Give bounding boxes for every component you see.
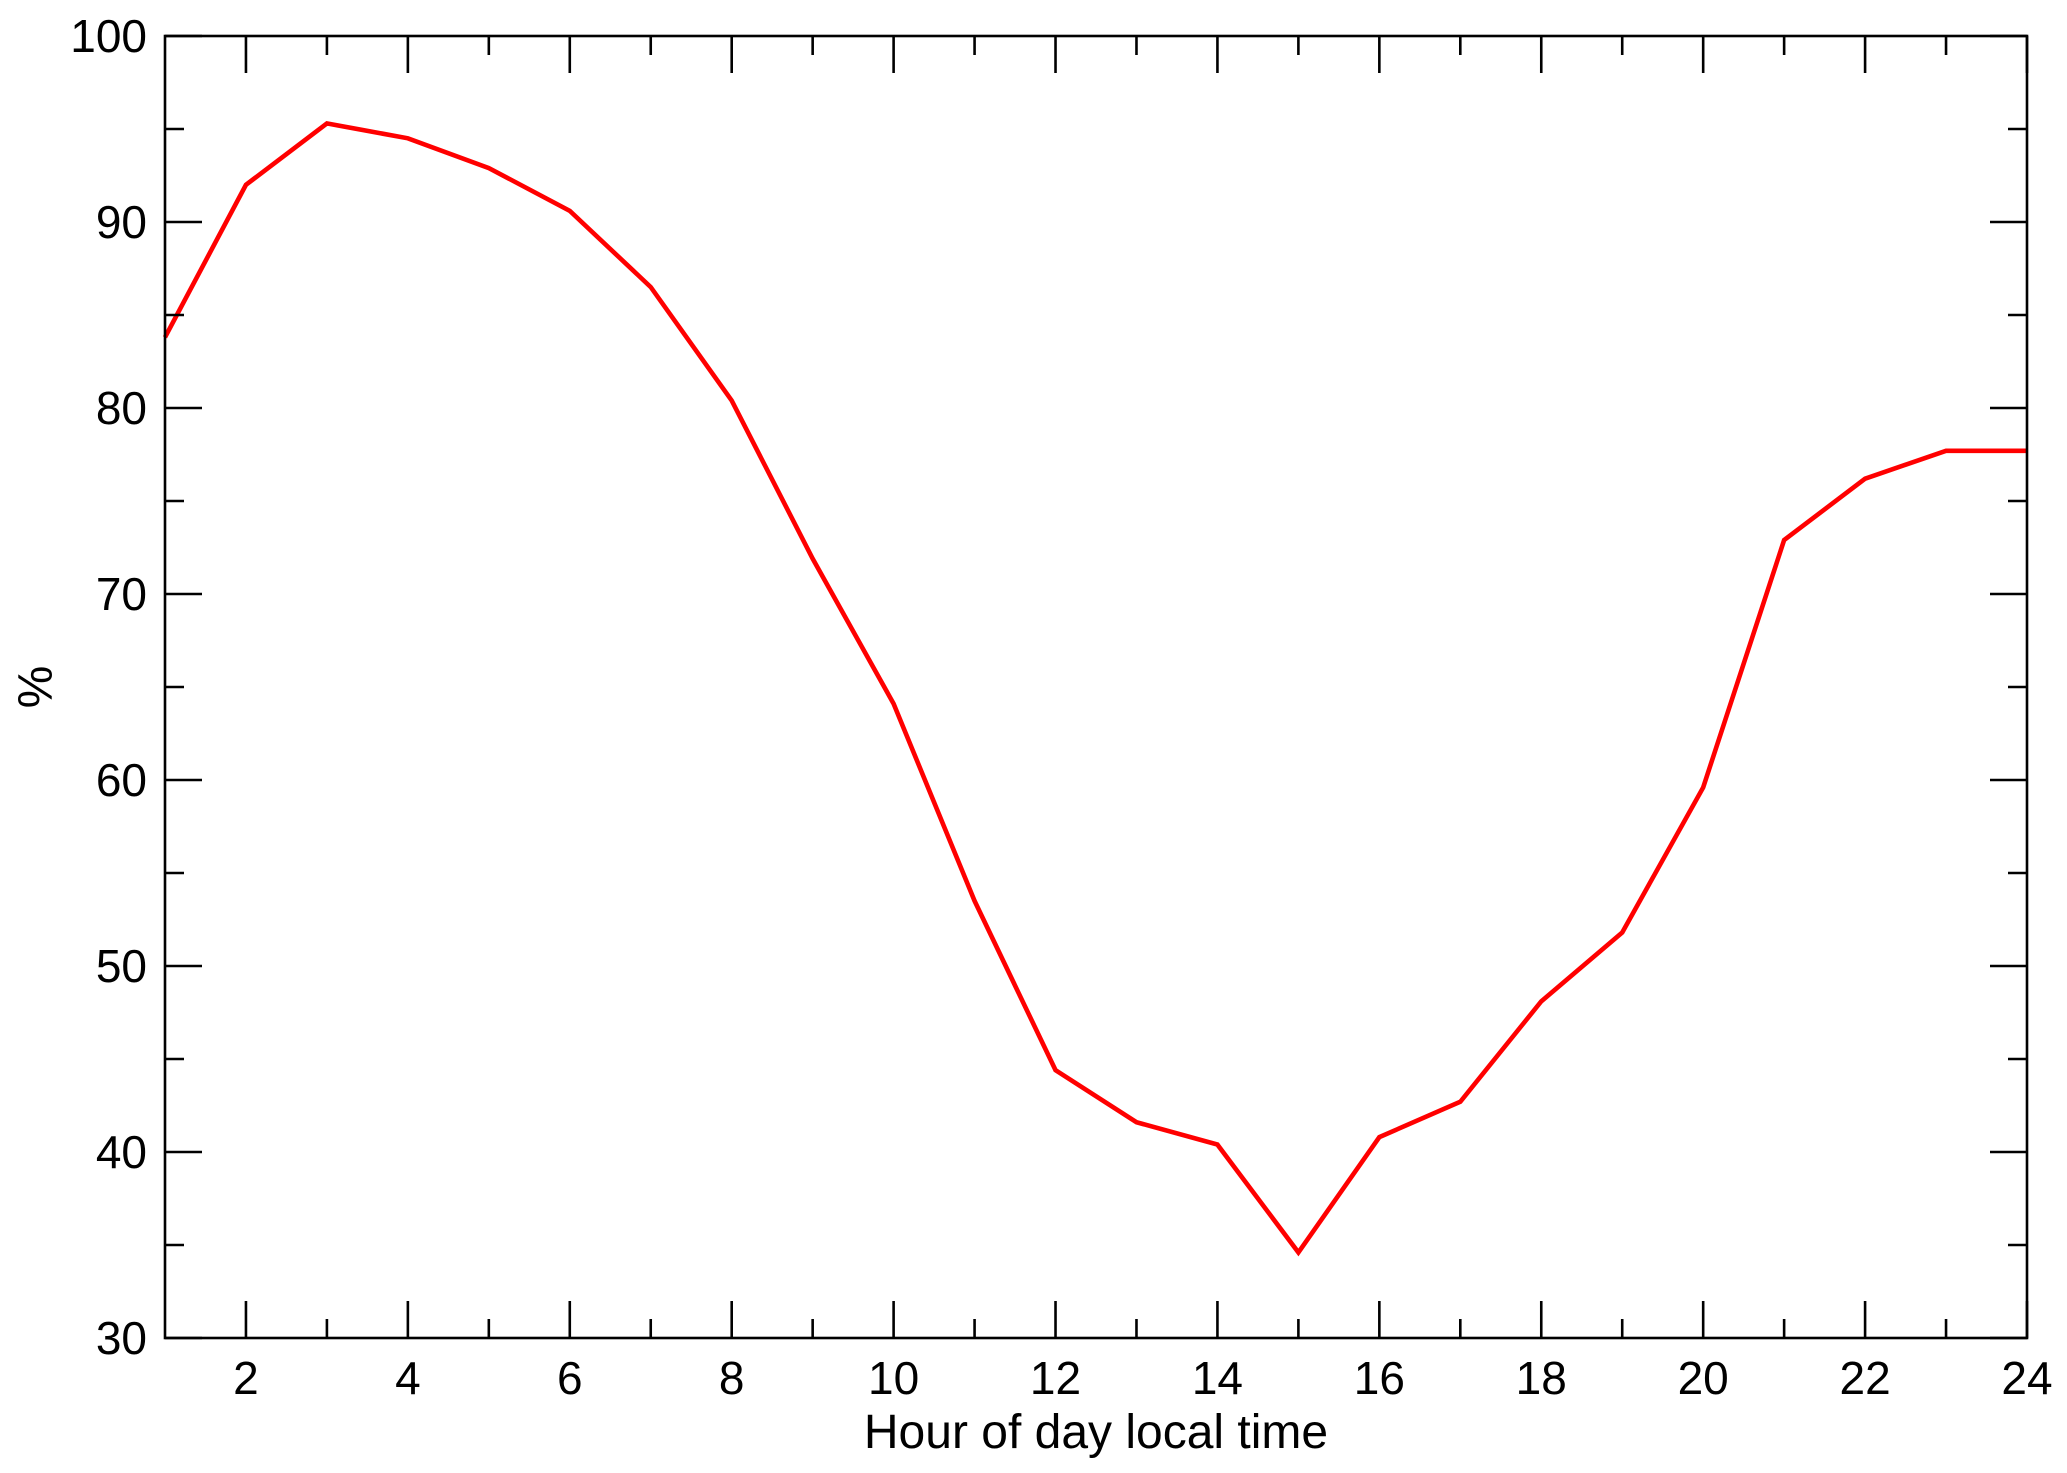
- y-tick-label: 90: [96, 196, 147, 248]
- x-axis-label: Hour of day local time: [864, 1406, 1328, 1459]
- plot-frame: [163, 34, 2029, 1340]
- x-tick-label: 24: [2001, 1352, 2052, 1404]
- x-tick-labels: 2 4 6 8 10 12 14 16 18 20 22 24: [233, 1352, 2052, 1404]
- y-tick-label: 40: [96, 1126, 147, 1178]
- x-tick-label: 16: [1354, 1352, 1405, 1404]
- y-tick-labels: 30 40 50 60 70 80 90 100: [70, 10, 147, 1364]
- x-tick-label: 10: [868, 1352, 919, 1404]
- y-tick-label: 30: [96, 1312, 147, 1364]
- x-tick-label: 14: [1192, 1352, 1243, 1404]
- y-axis-label: %: [10, 666, 63, 709]
- x-tick-label: 8: [719, 1352, 745, 1404]
- y-tick-label: 100: [70, 10, 147, 62]
- y-tick-label: 80: [96, 382, 147, 434]
- x-tick-label: 22: [1840, 1352, 1891, 1404]
- x-tick-label: 12: [1030, 1352, 1081, 1404]
- x-tick-label: 20: [1678, 1352, 1729, 1404]
- y-tick-label: 50: [96, 940, 147, 992]
- y-tick-label: 60: [96, 754, 147, 806]
- y-tick-label: 70: [96, 568, 147, 620]
- series-line: [162, 120, 2027, 1257]
- axis-ticks: [165, 34, 2029, 1340]
- x-tick-label: 2: [233, 1352, 259, 1404]
- x-tick-label: 6: [557, 1352, 583, 1404]
- x-tick-label: 4: [395, 1352, 421, 1404]
- series-layer: [162, 120, 2027, 1257]
- x-tick-label: 18: [1516, 1352, 1567, 1404]
